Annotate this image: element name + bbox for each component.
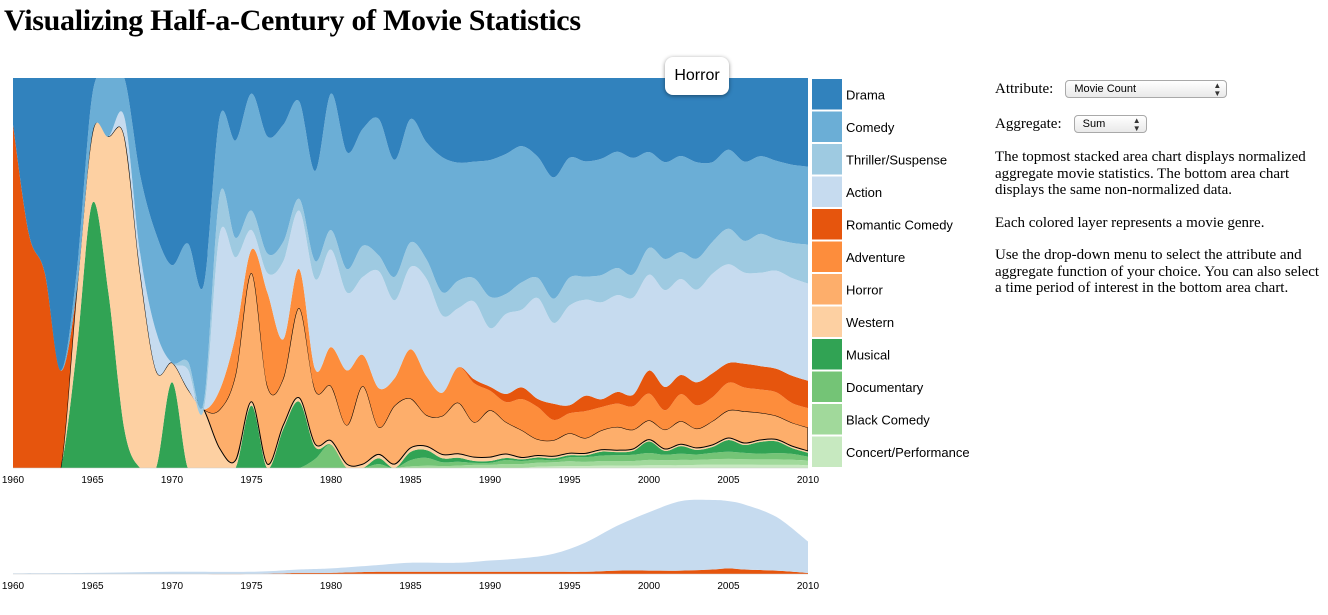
legend-swatch [812,436,842,467]
legend-item-drama[interactable]: Drama [812,79,886,110]
context-x-axis: 1960 1965 1970 1975 1980 1985 1990 1995 2000 2005… [2,573,820,592]
context-tick-label: 1965 [81,581,104,592]
attribute-select-value: Movie Count [1074,83,1137,95]
attribute-select[interactable]: Movie Count ▲ ▼ [1065,80,1228,98]
hover-tooltip: Horror [665,57,729,95]
area-layer-concert-performance[interactable] [13,464,808,468]
context-layer-other-genres [13,499,808,575]
context-tick-label: 1995 [558,581,581,592]
x-tick-label: 1990 [479,475,502,486]
legend-item-comedy[interactable]: Comedy [812,111,895,143]
x-tick-label: 1965 [81,475,104,486]
legend-label: Horror [846,282,884,297]
legend-item-horror[interactable]: Horror [812,274,884,305]
aggregate-row: Aggregate: Sum ▲ ▼ [995,113,1320,135]
legend-item-black-comedy[interactable]: Black Comedy [812,404,930,435]
area-layer-action[interactable] [13,111,808,415]
context-layer-romantic-comedy [13,568,808,575]
main-x-axis: 1960 1965 1970 1975 1980 1985 1990 1995 2000 2005… [2,467,820,486]
legend-label: Action [846,185,882,200]
aggregate-select-value: Sum [1082,118,1106,130]
legend-label: Western [846,315,894,330]
context-tick-label: 2000 [638,581,661,592]
legend-label: Musical [846,347,890,362]
area-layer-western[interactable] [13,122,808,481]
legend-item-concert-performance[interactable]: Concert/Performance [812,436,970,468]
legend-item-romantic-comedy[interactable]: Romantic Comedy [812,209,953,240]
aggregate-label: Aggregate: [995,115,1062,132]
x-tick-label: 2000 [638,475,661,486]
area-layer-black-comedy[interactable] [13,458,808,468]
context-tick-label: 1990 [479,581,502,592]
legend-swatch [812,274,842,305]
legend-swatch [812,79,842,110]
description: The topmost stacked area chart displays … [995,149,1320,297]
legend-label: Concert/Performance [846,445,970,460]
x-tick-label: 2005 [717,475,740,486]
description-paragraph-2: Each colored layer represents a movie ge… [995,214,1265,231]
x-tick-label: 1985 [399,475,422,486]
legend-swatch [812,209,842,240]
x-tick-label: 1980 [320,475,343,486]
legend-item-adventure[interactable]: Adventure [812,241,905,273]
description-paragraph-3: Use the drop-down menu to select the att… [995,247,1320,296]
context-tick-label: 1980 [320,581,343,592]
aggregate-select[interactable]: Sum ▲ ▼ [1073,115,1147,133]
description-paragraph-1: The topmost stacked area chart displays … [995,149,1306,198]
legend-swatch [812,404,842,435]
legend-label: Black Comedy [846,412,930,427]
normalized-stacked-area-chart[interactable]: 1960 1965 1970 1975 1980 1985 1990 1995 2000 2005… [0,60,970,495]
legend-swatch [812,339,842,370]
area-layer-drama[interactable] [13,70,808,371]
legend-swatch [812,176,842,207]
area-layer-comedy[interactable] [13,70,808,409]
context-tick-label: 2005 [717,581,740,592]
tooltip-text: Horror [674,67,720,84]
context-area-layers [13,499,808,575]
area-layer-musical[interactable] [13,201,808,477]
legend-label: Thriller/Suspense [846,152,947,167]
controls-panel: Attribute: Movie Count ▲ ▼ Aggregate: Sum… [995,78,1320,313]
attribute-label: Attribute: [995,80,1054,97]
legend-label: Adventure [846,250,905,265]
legend-item-documentary[interactable]: Documentary [812,371,924,403]
x-tick-label: 1970 [161,475,184,486]
context-tick-label: 1960 [2,581,25,592]
context-area-chart[interactable]: 1960 1965 1970 1975 1980 1985 1990 1995 2000 2005… [0,498,830,598]
x-tick-label: 1995 [558,475,581,486]
legend-label: Comedy [846,120,895,135]
context-tick-label: 1975 [240,581,263,592]
legend-item-musical[interactable]: Musical [812,339,890,370]
legend-swatch [812,306,842,337]
legend-swatch [812,371,842,402]
legend-swatch [812,111,842,142]
legend-label: Romantic Comedy [846,217,953,232]
attribute-row: Attribute: Movie Count ▲ ▼ [995,78,1320,100]
area-layer-thriller-suspense[interactable] [13,111,808,415]
legend-item-western[interactable]: Western [812,306,894,338]
legend-label: Documentary [846,380,924,395]
page-title: Visualizing Half-a-Century of Movie Stat… [4,4,581,37]
legend-label: Drama [846,87,886,102]
context-tick-label: 1985 [399,581,422,592]
legend-swatch [812,144,842,175]
main-area-layers [13,70,808,481]
area-layer-documentary[interactable] [13,444,808,469]
select-arrows-icon: ▲ ▼ [1213,81,1222,98]
legend-item-thriller-suspense[interactable]: Thriller/Suspense [812,144,947,175]
x-tick-label: 1960 [2,475,25,486]
x-tick-label: 2010 [797,475,820,486]
context-tick-label: 2010 [797,581,820,592]
genre-legend: Drama Comedy Thriller/Suspense Action Romant… [812,79,970,467]
context-tick-label: 1970 [161,581,184,592]
legend-swatch [812,241,842,272]
x-tick-label: 1975 [240,475,263,486]
legend-item-action[interactable]: Action [812,176,882,208]
select-arrows-icon: ▲ ▼ [1132,116,1141,133]
